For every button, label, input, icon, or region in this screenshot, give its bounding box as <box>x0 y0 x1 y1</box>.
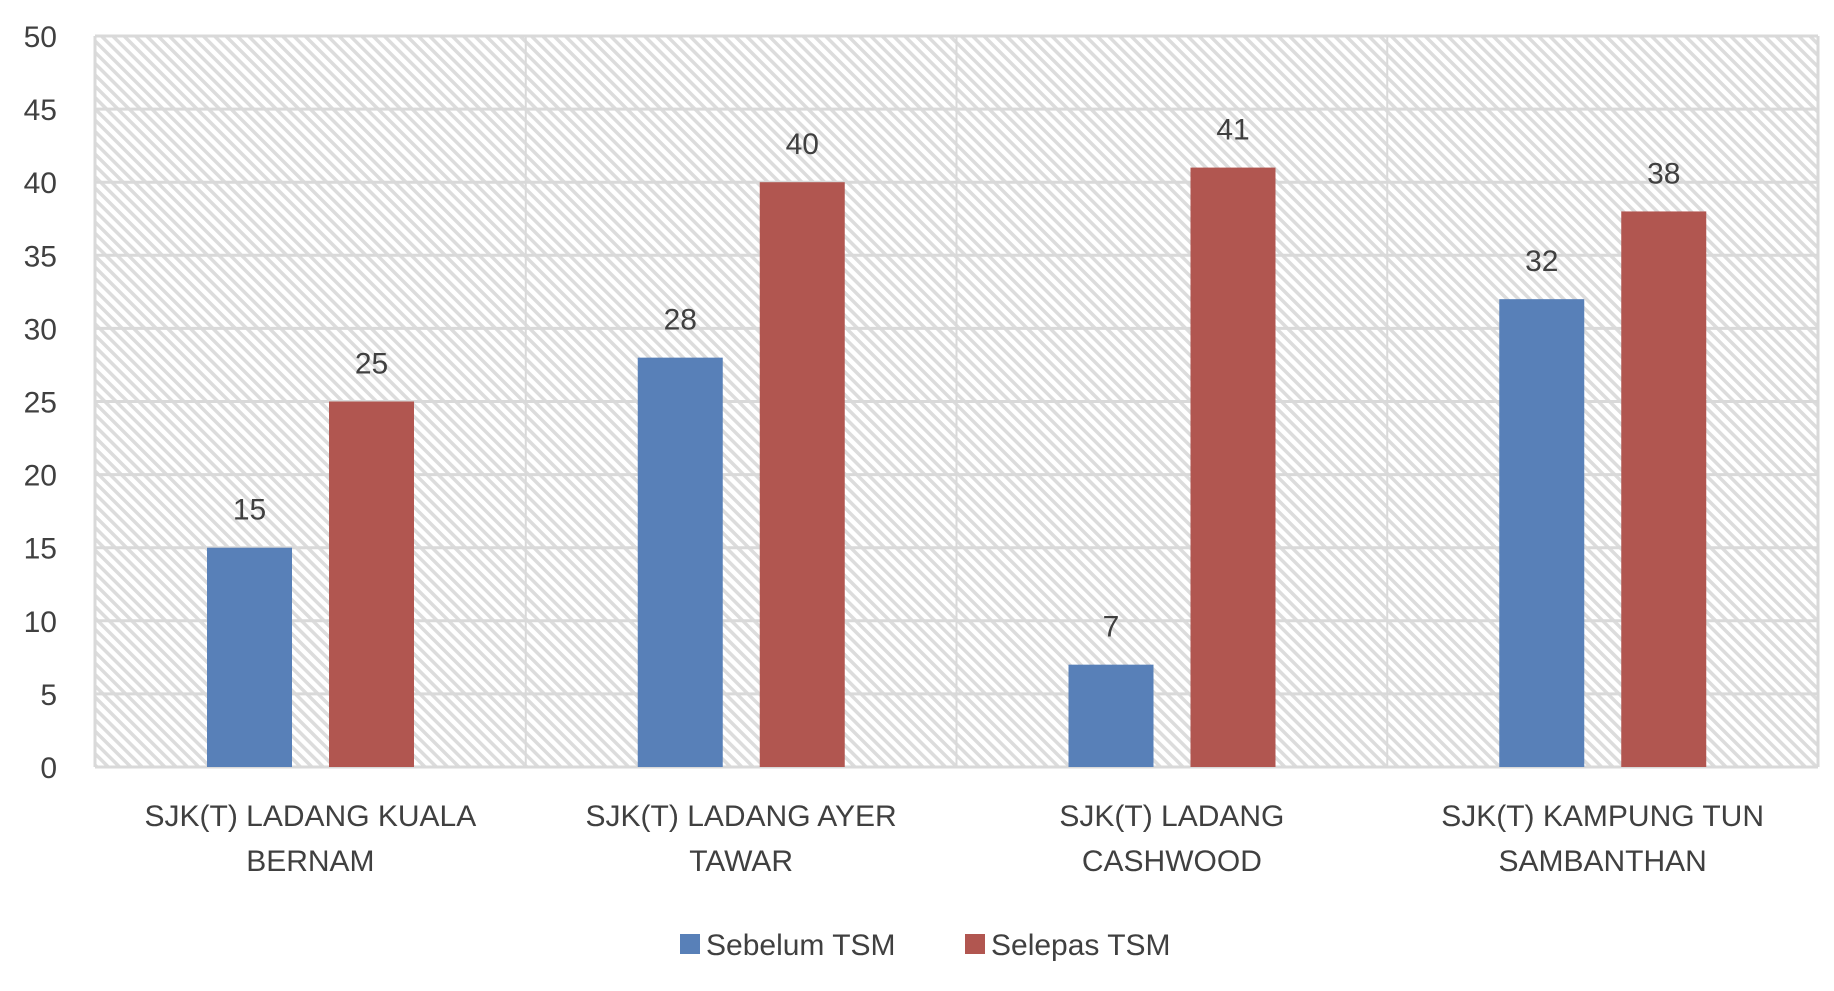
y-tick-label: 10 <box>24 606 57 639</box>
bars <box>207 167 1707 767</box>
x-tick-label: SJK(T) LADANG AYER <box>586 800 897 833</box>
data-label: 25 <box>355 348 388 381</box>
data-label: 41 <box>1216 114 1249 147</box>
bar-sebelum-tsm <box>207 547 292 767</box>
bar-sebelum-tsm <box>637 357 723 767</box>
bar-selepas-tsm <box>1621 211 1707 767</box>
data-label: 15 <box>233 494 266 527</box>
data-labels: 15 28 7 32 25 40 41 38 <box>233 114 1681 644</box>
bar-selepas-tsm <box>1190 167 1276 767</box>
legend-swatch <box>680 934 700 954</box>
bar-sebelum-tsm <box>1068 664 1154 767</box>
legend: Sebelum TSM Selepas TSM <box>680 929 1171 962</box>
legend-label: Selepas TSM <box>991 929 1171 962</box>
data-label: 40 <box>786 128 819 161</box>
y-tick-label: 5 <box>40 679 57 712</box>
x-tick-label: SJK(T) LADANG KUALA <box>145 800 477 833</box>
bar-selepas-tsm <box>329 401 414 767</box>
legend-swatch <box>965 934 985 954</box>
x-tick-label: TAWAR <box>689 845 793 878</box>
x-axis-labels: SJK(T) LADANG KUALA BERNAM SJK(T) LADANG A… <box>145 800 1765 878</box>
y-axis-ticks: 0 5 10 15 20 25 30 35 40 45 50 <box>24 21 57 785</box>
y-tick-label: 15 <box>24 533 57 566</box>
bar-sebelum-tsm <box>1499 299 1585 767</box>
x-tick-label: SJK(T) LADANG <box>1059 800 1284 833</box>
y-tick-label: 35 <box>24 240 57 273</box>
x-tick-label: CASHWOOD <box>1082 845 1262 878</box>
y-tick-label: 45 <box>24 94 57 127</box>
y-tick-label: 25 <box>24 387 57 420</box>
y-tick-label: 0 <box>40 752 57 785</box>
data-label: 32 <box>1525 245 1558 278</box>
x-tick-label: BERNAM <box>246 845 374 878</box>
data-label: 28 <box>664 304 697 337</box>
x-tick-label: SJK(T) KAMPUNG TUN <box>1441 800 1764 833</box>
x-tick-label: SAMBANTHAN <box>1498 845 1706 878</box>
y-tick-label: 40 <box>24 167 57 200</box>
y-tick-label: 20 <box>24 460 57 493</box>
data-label: 38 <box>1647 157 1680 190</box>
y-tick-label: 30 <box>24 313 57 346</box>
data-label: 7 <box>1103 611 1120 644</box>
bar-selepas-tsm <box>759 182 845 767</box>
legend-label: Sebelum TSM <box>706 929 896 962</box>
y-tick-label: 50 <box>24 21 57 54</box>
